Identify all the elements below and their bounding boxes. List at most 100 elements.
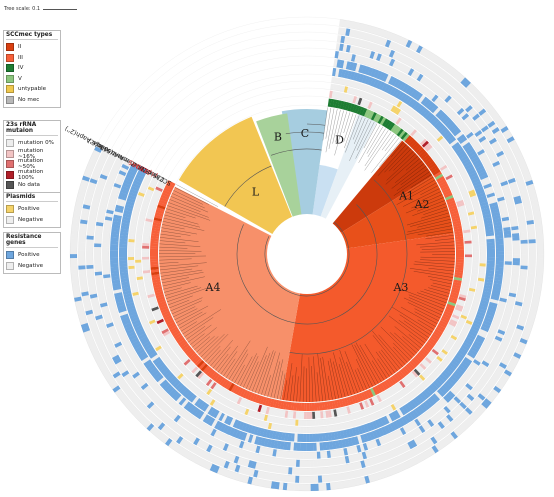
rrna-ring-segment <box>454 194 462 200</box>
sccmec-ring-segment <box>390 123 398 133</box>
resistance-ring-segment <box>310 467 315 475</box>
resistance-ring-segment <box>492 320 501 326</box>
tree-internal-branch <box>373 179 407 241</box>
rrna-ring-segment <box>151 196 159 202</box>
resistance-ring-segment <box>402 94 410 104</box>
resistance-ring-segment <box>497 173 506 181</box>
plasmid-ring-segment <box>453 343 461 350</box>
resistance-ring-segment <box>119 250 128 255</box>
plasmid-ring-segment <box>146 172 153 178</box>
resistance-ring-segment <box>79 223 88 228</box>
resistance-ring-segment <box>501 160 509 168</box>
resistance-ring-segment <box>101 170 109 177</box>
tree-leaf-branch <box>217 345 239 373</box>
resistance-ring-segment <box>390 440 398 449</box>
rrna-ring-segment <box>399 380 406 389</box>
plasmid-ring-segment <box>128 256 135 261</box>
resistance-ring-segment <box>495 264 504 269</box>
resistance-ring-segment <box>280 466 286 474</box>
rrna-ring-segment <box>352 95 358 104</box>
plasmid-ring-segment <box>472 268 479 273</box>
resistance-ring-segment <box>393 465 401 474</box>
resistance-ring-segment <box>229 445 236 454</box>
sccmec-ring-segment <box>150 258 159 263</box>
resistance-ring-segment <box>450 388 458 396</box>
plasmid-ring-segment <box>218 396 224 403</box>
plasmid-ring-segment <box>303 426 307 433</box>
resistance-ring-segment <box>370 457 377 466</box>
tree-leaf-branch <box>237 356 253 385</box>
plasmid-ring-segment <box>442 142 450 149</box>
resistance-ring-segment <box>293 433 298 442</box>
resistance-ring-segment <box>81 211 89 217</box>
plasmid-ring-segment <box>244 416 250 423</box>
resistance-ring-segment <box>302 475 307 483</box>
plasmid-ring-segment <box>340 416 345 423</box>
tree-leaf-branch <box>339 350 355 395</box>
legend-swatch <box>6 43 14 52</box>
tree-leaf-branch <box>198 336 219 355</box>
sccmec-ring-segment <box>150 243 159 247</box>
sccmec-ring-segment <box>437 324 446 331</box>
resistance-ring-segment <box>386 85 394 95</box>
resistance-ring-segment <box>185 442 193 451</box>
resistance-ring-segment <box>471 361 479 369</box>
resistance-ring-segment <box>441 92 450 101</box>
rrna-ring-segment <box>459 294 467 299</box>
resistance-ring-segment <box>70 237 78 243</box>
sccmec-ring-segment <box>347 102 353 112</box>
resistance-ring-segment <box>394 70 402 79</box>
plasmid-ring-segment <box>433 142 440 149</box>
resistance-ring-segment <box>78 234 86 240</box>
resistance-ring-segment <box>205 415 213 425</box>
resistance-ring-segment <box>388 412 396 422</box>
resistance-ring-segment <box>478 198 488 204</box>
resistance-ring-segment <box>439 127 449 136</box>
resistance-ring-segment <box>387 450 394 459</box>
tree-leaf-branch <box>411 194 443 209</box>
resistance-ring-segment <box>436 98 444 107</box>
resistance-ring-segment <box>445 366 454 375</box>
tree-leaf-branch <box>170 297 203 312</box>
resistance-ring-segment <box>431 64 439 73</box>
resistance-ring-segment <box>145 388 153 396</box>
resistance-ring-segment <box>103 354 112 362</box>
resistance-ring-segment <box>138 379 147 388</box>
plasmid-ring-segment <box>295 419 299 426</box>
plasmid-ring-segment <box>390 403 397 411</box>
resistance-ring-segment <box>529 195 538 202</box>
tree-leaf-branch <box>210 340 233 367</box>
resistance-ring-segment <box>471 156 480 163</box>
resistance-ring-segment <box>379 54 386 63</box>
resistance-ring-segment <box>441 384 450 393</box>
legend-item-label: untypable <box>18 86 47 93</box>
resistance-ring-segment <box>137 351 147 359</box>
resistance-ring-segment <box>72 214 81 220</box>
plasmid-ring-segment <box>369 406 375 414</box>
resistance-ring-segment <box>367 67 374 77</box>
rrna-ring-segment <box>451 314 460 320</box>
resistance-ring-segment <box>101 149 110 157</box>
plasmid-ring-segment <box>363 416 369 424</box>
resistance-ring-segment <box>432 75 441 84</box>
plasmid-ring-segment <box>300 426 304 433</box>
tree-leaf-branch <box>367 128 386 157</box>
resistance-ring-segment <box>136 377 145 385</box>
resistance-ring-segment <box>459 123 468 131</box>
resistance-ring-segment <box>317 459 322 467</box>
resistance-ring-segment <box>146 412 154 420</box>
sccmec-ring-segment <box>153 286 163 291</box>
resistance-ring-segment <box>360 424 367 434</box>
sccmec-ring-segment <box>179 341 188 348</box>
resistance-ring-segment <box>451 398 459 407</box>
resistance-ring-segment <box>128 392 137 401</box>
resistance-ring-segment <box>485 229 494 234</box>
rrna-ring-segment <box>158 178 167 185</box>
rrna-ring-segment <box>327 410 332 418</box>
resistance-ring-segment <box>505 348 515 356</box>
plasmid-ring-segment <box>465 301 472 307</box>
resistance-ring-segment <box>355 73 362 82</box>
resistance-ring-segment <box>70 257 78 263</box>
resistance-ring-segment <box>383 460 390 469</box>
resistance-ring-segment <box>181 388 190 397</box>
